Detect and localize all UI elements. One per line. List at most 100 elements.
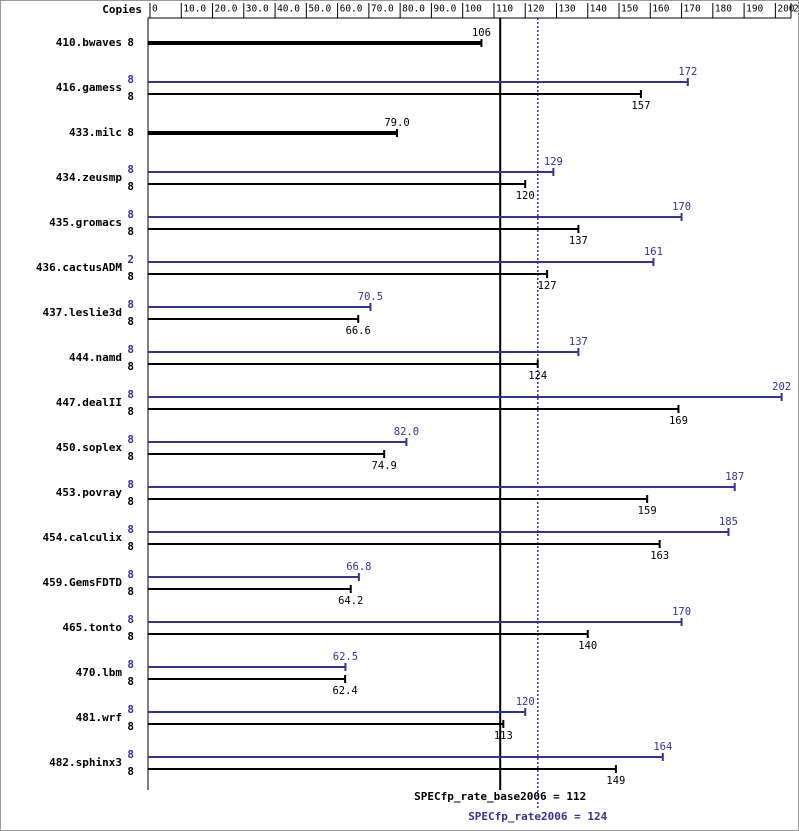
- copies: 8: [127, 126, 134, 139]
- x-tick-label: 50.0: [308, 4, 331, 15]
- value-label: 120: [516, 696, 535, 708]
- copies: 8: [127, 630, 134, 643]
- x-tick-label: 160: [652, 4, 669, 15]
- benchmark-label: 434.zeusmp: [56, 171, 123, 184]
- copies: 8: [127, 90, 134, 103]
- x-tick-label: 190: [746, 4, 763, 15]
- x-tick-label: 140: [590, 4, 607, 15]
- copies: 8: [127, 540, 134, 553]
- copies: 8: [127, 298, 134, 311]
- copies: 8: [127, 568, 134, 581]
- copies: 8: [127, 315, 134, 328]
- x-tick-label: 30.0: [246, 4, 269, 15]
- value-label: 113: [494, 730, 513, 742]
- reference-label: SPECfp_rate_base2006 = 112: [414, 790, 586, 803]
- copies: 8: [127, 433, 134, 446]
- copies: 8: [127, 225, 134, 238]
- value-label: 127: [538, 280, 557, 292]
- copies: 8: [127, 748, 134, 761]
- benchmark-label: 444.namd: [69, 351, 122, 364]
- value-label: 202: [772, 381, 791, 393]
- value-label: 185: [719, 516, 738, 528]
- value-label: 124: [528, 370, 547, 382]
- value-label: 187: [725, 471, 744, 483]
- value-label: 137: [569, 336, 588, 348]
- x-tick-label: 100: [465, 4, 482, 15]
- value-label: 66.6: [346, 325, 371, 337]
- benchmark-label: 410.bwaves: [56, 36, 122, 49]
- copies: 2: [127, 253, 134, 266]
- copies: 8: [127, 523, 134, 536]
- value-label: 120: [516, 190, 535, 202]
- copies-header: Copies: [102, 3, 142, 16]
- copies: 8: [127, 765, 134, 778]
- copies: 8: [127, 360, 134, 373]
- reference-label: SPECfp_rate2006 = 124: [468, 810, 607, 823]
- value-label: 137: [569, 235, 588, 247]
- value-label: 172: [678, 66, 697, 78]
- x-tick-label: 20.0: [215, 4, 238, 15]
- x-tick-label: 110: [496, 4, 513, 15]
- value-label: 106: [472, 27, 491, 39]
- benchmark-label: 450.soplex: [56, 441, 123, 454]
- benchmark-label: 447.dealII: [56, 396, 122, 409]
- copies: 8: [127, 388, 134, 401]
- benchmark-label: 435.gromacs: [49, 216, 122, 229]
- copies: 8: [127, 703, 134, 716]
- copies: 8: [127, 613, 134, 626]
- copies: 8: [127, 450, 134, 463]
- x-tick-label: 90.0: [433, 4, 456, 15]
- value-label: 62.4: [332, 685, 357, 697]
- benchmark-label: 436.cactusADM: [36, 261, 122, 274]
- x-tick-label: 150: [621, 4, 638, 15]
- value-label: 79.0: [384, 117, 409, 129]
- benchmark-label: 454.calculix: [43, 531, 123, 544]
- copies: 8: [127, 658, 134, 671]
- value-label: 170: [672, 606, 691, 618]
- value-label: 66.8: [346, 561, 371, 573]
- value-label: 157: [631, 100, 650, 112]
- copies: 8: [127, 478, 134, 491]
- value-label: 74.9: [372, 460, 397, 472]
- x-tick-label: 10.0: [183, 4, 206, 15]
- benchmark-label: 470.lbm: [76, 666, 123, 679]
- benchmark-label: 482.sphinx3: [49, 756, 122, 769]
- copies: 8: [127, 405, 134, 418]
- value-label: 161: [644, 246, 663, 258]
- x-tick-label: 60.0: [340, 4, 363, 15]
- copies: 8: [127, 208, 134, 221]
- x-tick-label: 180: [715, 4, 732, 15]
- x-tick-label: 70.0: [371, 4, 394, 15]
- benchmark-label: 433.milc: [69, 126, 122, 139]
- copies: 8: [127, 720, 134, 733]
- value-label: 129: [544, 156, 563, 168]
- x-tick-label: 0: [152, 4, 158, 15]
- value-label: 170: [672, 201, 691, 213]
- value-label: 149: [606, 775, 625, 787]
- x-tick-label: 130: [558, 4, 575, 15]
- value-label: 64.2: [338, 595, 363, 607]
- benchmark-label: 437.leslie3d: [43, 306, 122, 319]
- value-label: 70.5: [358, 291, 383, 303]
- copies: 8: [127, 675, 134, 688]
- benchmark-label: 459.GemsFDTD: [43, 576, 123, 589]
- value-label: 159: [638, 505, 657, 517]
- x-tick-label: 200: [777, 4, 794, 15]
- copies: 8: [127, 73, 134, 86]
- copies: 8: [127, 343, 134, 356]
- value-label: 169: [669, 415, 688, 427]
- x-tick-label: 80.0: [402, 4, 425, 15]
- value-label: 140: [578, 640, 597, 652]
- benchmark-label: 465.tonto: [62, 621, 122, 634]
- x-tick-label: 170: [684, 4, 701, 15]
- value-label: 82.0: [394, 426, 419, 438]
- copies: 8: [127, 36, 134, 49]
- value-label: 163: [650, 550, 669, 562]
- value-label: 164: [653, 741, 672, 753]
- copies: 8: [127, 163, 134, 176]
- value-label: 62.5: [333, 651, 358, 663]
- copies: 8: [127, 495, 134, 508]
- copies: 8: [127, 270, 134, 283]
